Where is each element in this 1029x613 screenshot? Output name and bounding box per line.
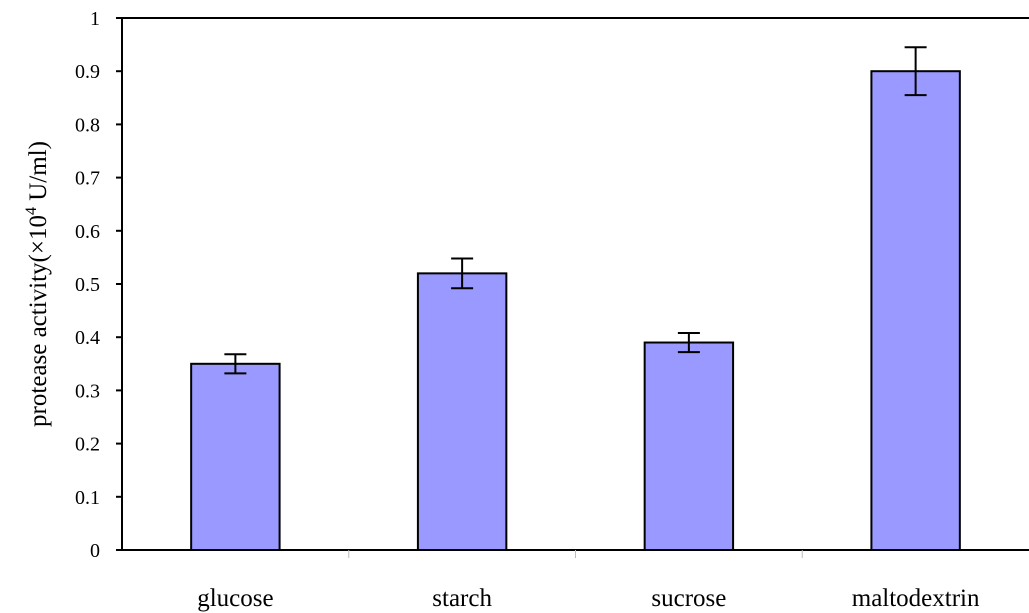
bar-glucose — [190, 362, 281, 551]
y-axis-title-superscript: 4 — [23, 207, 40, 215]
x-tick-label-maltodextrin: maltodextrin — [852, 585, 980, 612]
labels-layer: 0 0.1 0.2 0.3 0.4 0.5 0.6 0.7 0.8 0.9 1 glucose star… — [23, 8, 980, 612]
error-bars-layer — [224, 46, 927, 375]
y-axis-title: protease activity(×104 U/ml) — [23, 141, 52, 427]
y-tick-label: 0.3 — [75, 380, 100, 402]
y-tick-label: 0.9 — [75, 61, 100, 83]
x-tick-label-starch: starch — [432, 585, 492, 612]
y-tick-label: 0.2 — [75, 434, 100, 456]
bar-starch — [416, 272, 508, 551]
y-axis-title-prefix: protease activity(×10 — [25, 215, 52, 427]
y-tick-label: 0.4 — [75, 327, 100, 349]
y-tick-label: 0.1 — [75, 487, 100, 509]
axes-layer — [116, 17, 1029, 558]
bars-layer — [190, 70, 961, 551]
y-tick-label: 0.6 — [75, 221, 100, 243]
x-tick-label-glucose: glucose — [197, 585, 273, 612]
x-tick-label-sucrose: sucrose — [651, 585, 726, 612]
y-tick-label: 0.8 — [75, 114, 100, 136]
y-axis-title-suffix: U/ml) — [25, 141, 52, 207]
y-tick-label: 0 — [90, 540, 100, 562]
y-tick-label: 0.5 — [75, 274, 100, 296]
y-tick-label: 1 — [90, 8, 100, 30]
bar-maltodextrin — [870, 70, 961, 551]
y-tick-label: 0.7 — [75, 168, 100, 190]
bar-sucrose — [643, 341, 735, 551]
